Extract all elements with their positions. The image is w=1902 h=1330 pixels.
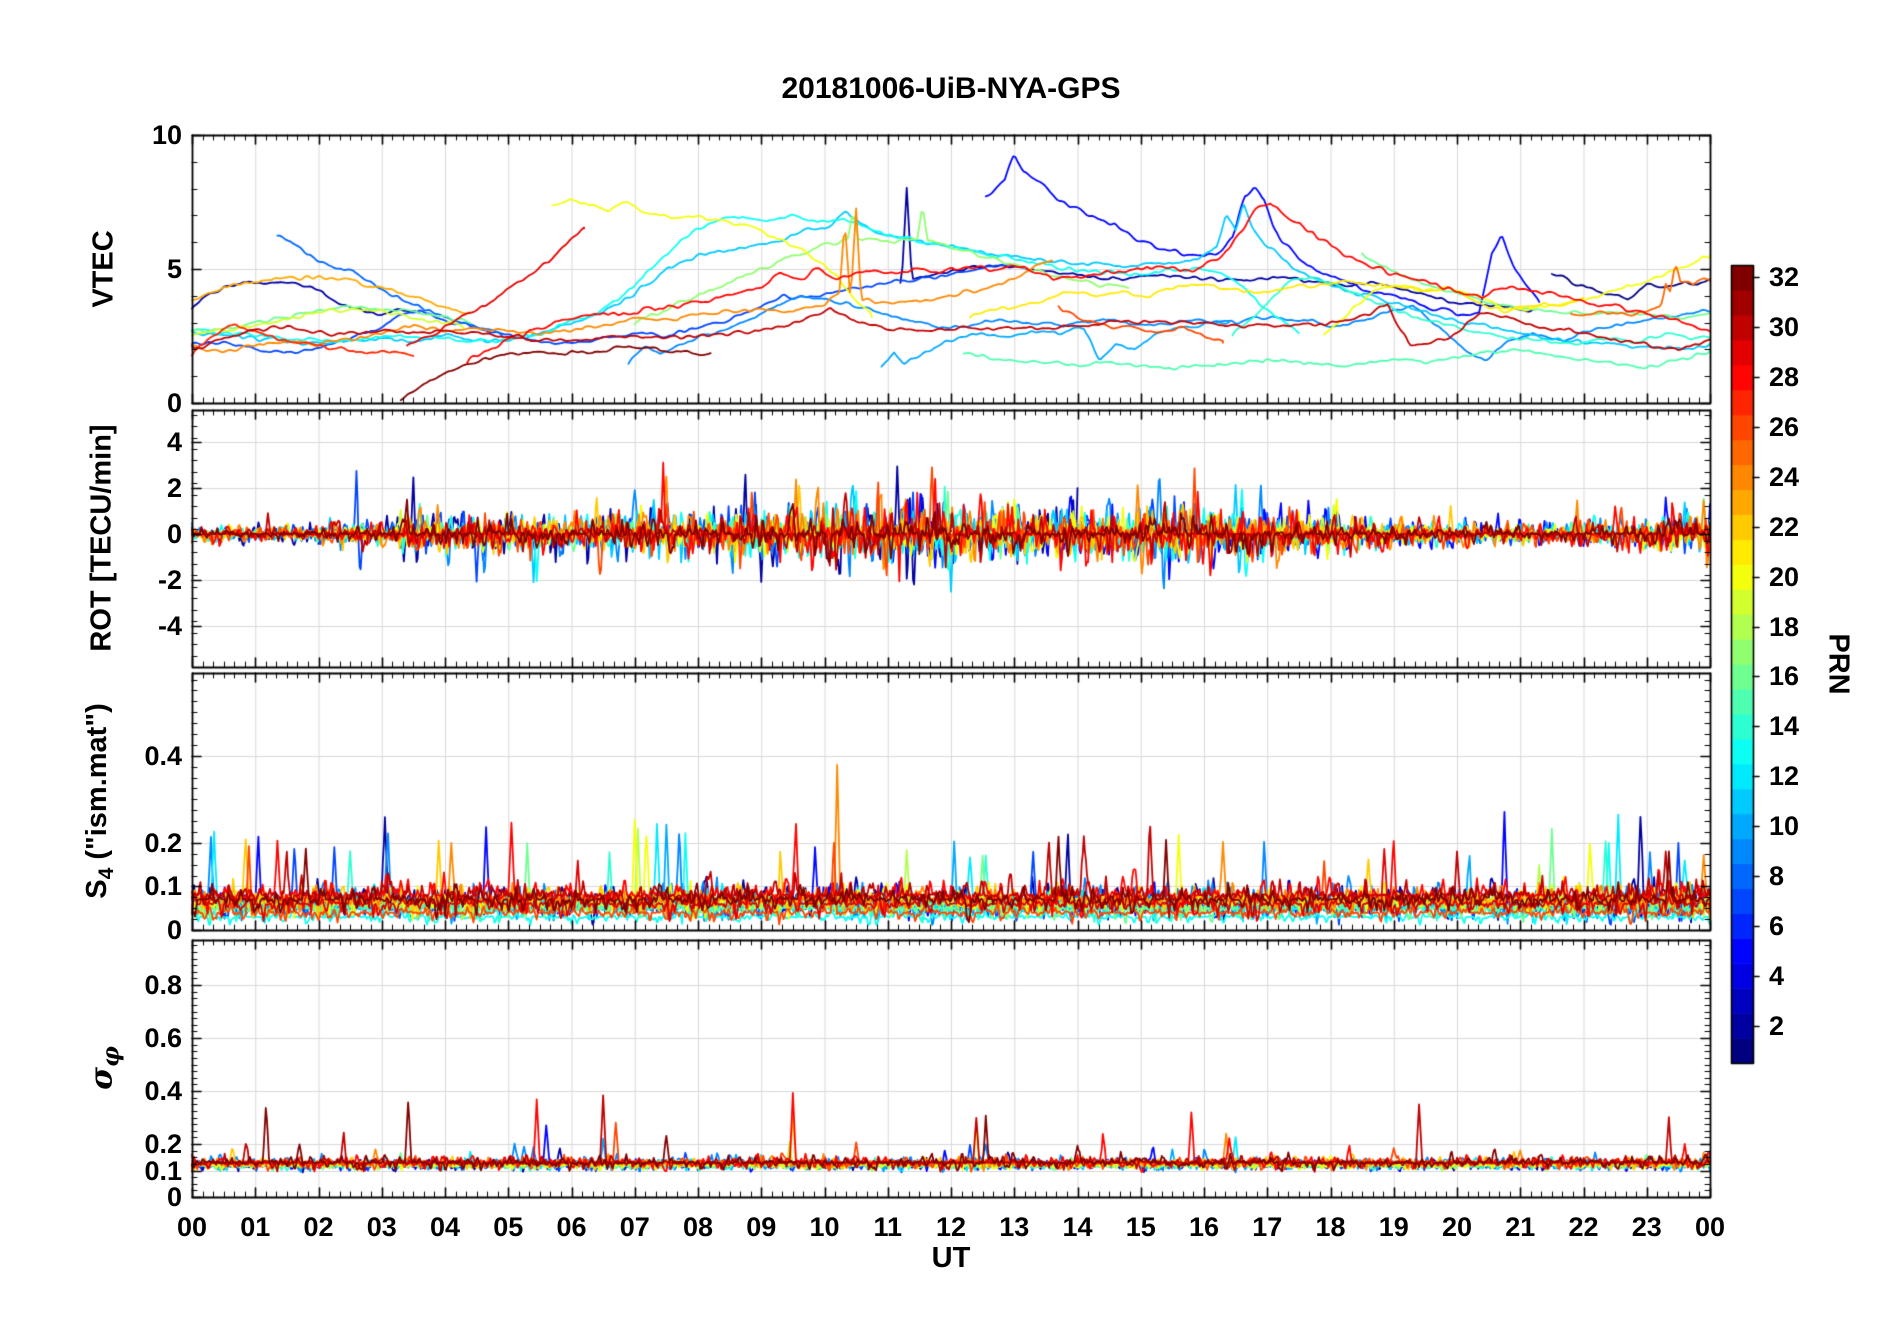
x-tick-label: 12 [935,1212,967,1242]
x-tick-label: 07 [619,1212,650,1242]
y-tick-label-sigma_phi: 0.4 [144,1076,182,1107]
x-tick-label: 00 [1694,1212,1726,1242]
colorbar-tick-label: 30 [1769,312,1800,343]
y-tick-label-vtec: 10 [151,120,182,150]
x-tick-label: 01 [240,1212,271,1242]
x-tick-label: 08 [682,1212,714,1242]
colorbar-tick-label: 18 [1769,611,1800,642]
x-tick-label: 04 [429,1212,461,1242]
x-tick-label: 19 [1378,1212,1409,1242]
y-tick-label-rot: 0 [166,518,182,549]
chart-title: 20181006-UiB-NYA-GPS [781,72,1121,105]
colorbar-tick-label: 16 [1769,661,1800,692]
colorbar-tick-label: 28 [1769,362,1800,393]
colorbar-tick-label: 24 [1769,461,1800,492]
x-axis-label: UT [931,1242,971,1274]
colorbar-tick-label: 32 [1769,262,1800,293]
colorbar-tick-label: 10 [1769,811,1800,842]
x-tick-label: 22 [1568,1212,1599,1242]
y-tick-label-s4: 0.1 [144,871,182,902]
x-tick-label: 02 [303,1212,334,1242]
x-tick-label: 00 [176,1212,208,1242]
x-tick-label: 11 [873,1212,903,1242]
y-tick-label-sigma_phi: 0.6 [144,1023,182,1054]
x-tick-label: 14 [1062,1212,1093,1242]
x-tick-label: 10 [809,1212,840,1242]
y-tick-label-rot: -4 [157,610,182,641]
colorbar-tick-label: 4 [1769,960,1785,991]
colorbar-tick-label: 12 [1769,761,1800,792]
x-tick-label: 06 [556,1212,587,1242]
x-tick-label: 18 [1315,1212,1346,1242]
y-tick-label-s4: 0 [166,915,182,945]
y-tick-label-s4: 0.2 [144,827,182,858]
colorbar-tick-label: 6 [1769,910,1785,941]
colorbar-tick-label: 22 [1769,511,1800,542]
colorbar-tick-label: 2 [1769,1010,1785,1041]
x-tick-label: 20 [1441,1212,1473,1242]
y-axis-label-s4: S4 ("ism.mat") [81,703,119,899]
x-tick-label: 21 [1505,1212,1536,1242]
y-tick-label-s4: 0.4 [144,740,182,771]
x-tick-label: 17 [1252,1212,1283,1242]
x-tick-label: 13 [999,1212,1030,1242]
x-tick-label: 09 [746,1212,777,1242]
x-tick-label: 03 [366,1212,397,1242]
y-tick-label-sigma_phi: 0 [166,1182,182,1212]
x-tick-label: 16 [1188,1212,1220,1242]
colorbar-tick-label: 8 [1769,860,1785,891]
y-tick-label-vtec: 5 [166,254,182,284]
x-tick-label: 05 [493,1212,524,1242]
y-tick-label-rot: -2 [157,564,182,595]
y-tick-label-rot: 4 [166,427,182,458]
y-tick-label-vtec: 0 [166,388,182,418]
colorbar-tick-label: 14 [1769,711,1800,742]
colorbar-tick-label: 20 [1769,561,1800,592]
colorbar-tick-label: 26 [1769,412,1800,443]
y-tick-label-sigma_phi: 0.2 [144,1129,182,1159]
y-tick-label-sigma_phi: 0.1 [144,1155,182,1186]
x-tick-label: 15 [1125,1212,1156,1242]
x-tick-label: 23 [1631,1212,1662,1242]
colorbar-label: PRN [1822,633,1855,695]
y-tick-label-rot: 2 [166,473,182,504]
y-tick-label-sigma_phi: 0.8 [144,970,182,1001]
